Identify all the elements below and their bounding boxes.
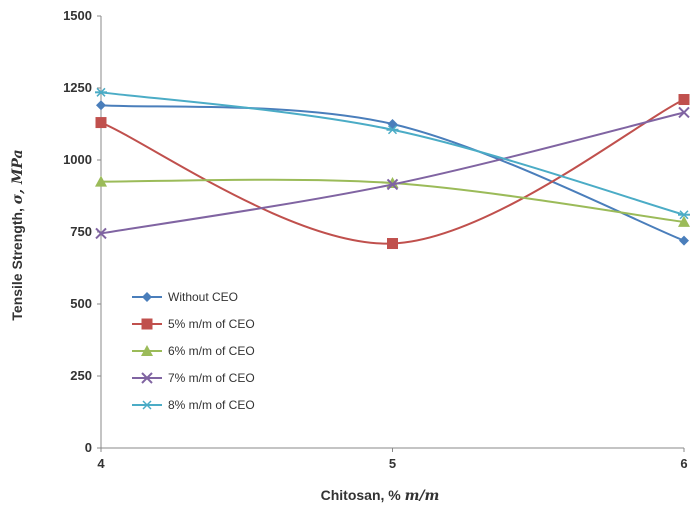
y-tick-label: 1250 [63,80,92,95]
data-point [95,117,107,129]
marker-stroke [387,125,398,135]
legend-swatch-marker [141,345,153,356]
marker-stroke [679,210,689,220]
data-point [678,210,690,220]
y-axis-title: Tensile Strength, σ, MPa [9,149,26,320]
y-tick-label: 250 [70,368,92,383]
data-point [386,178,399,191]
data-point [387,119,398,129]
y-tick-label: 500 [70,296,92,311]
legend-swatch-marker [141,318,153,330]
y-tick-label: 0 [85,440,92,455]
legend-item: 8% m/m of CEO [132,398,255,412]
marker-stroke [142,400,152,410]
axes: 0 250 500 750 1000 1250 1500 4 5 6 [63,8,688,471]
series-2 [95,94,690,250]
legend-item: 5% m/m of CEO [132,317,255,331]
x-axis-title: Chitosan, % m/m [321,487,440,504]
legend-item: 6% m/m of CEO [132,344,255,358]
data-point [678,215,690,227]
series-4 [95,106,690,240]
marker-stroke [386,178,399,191]
data-point [95,87,107,97]
data-point [387,238,398,250]
data-point [95,227,107,240]
y-tick-label: 1500 [63,8,92,23]
series-5 [95,87,690,220]
legend-swatch-marker [141,400,153,410]
y-tick-label: 750 [70,224,92,239]
legend-swatch-marker [141,372,153,384]
data-point [679,235,689,246]
marker-stroke [678,106,690,119]
legend-label: 7% m/m of CEO [168,371,255,385]
x-tick-label: 4 [97,456,105,471]
legend-label: Without CEO [168,290,238,304]
legend-label: 8% m/m of CEO [168,398,255,412]
legend: Without CEO 5% m/m of CEO 6% m/m of CEO 7% … [132,290,255,412]
marker-stroke [96,87,106,97]
x-tick-label: 5 [389,456,396,471]
series-layer [95,87,690,250]
data-point [678,106,690,119]
series-1 [96,100,689,246]
legend-label: 6% m/m of CEO [168,344,255,358]
legend-label: 5% m/m of CEO [168,317,255,331]
x-tick-label: 6 [680,456,687,471]
legend-item: 7% m/m of CEO [132,371,255,385]
marker-stroke [141,372,153,384]
data-point [95,175,107,187]
legend-swatch-marker [142,292,152,302]
legend-item: Without CEO [132,290,238,304]
marker-stroke [95,227,107,240]
y-tick-label: 1000 [63,152,92,167]
data-point [96,100,106,111]
data-point [678,94,690,106]
data-point [386,125,399,135]
